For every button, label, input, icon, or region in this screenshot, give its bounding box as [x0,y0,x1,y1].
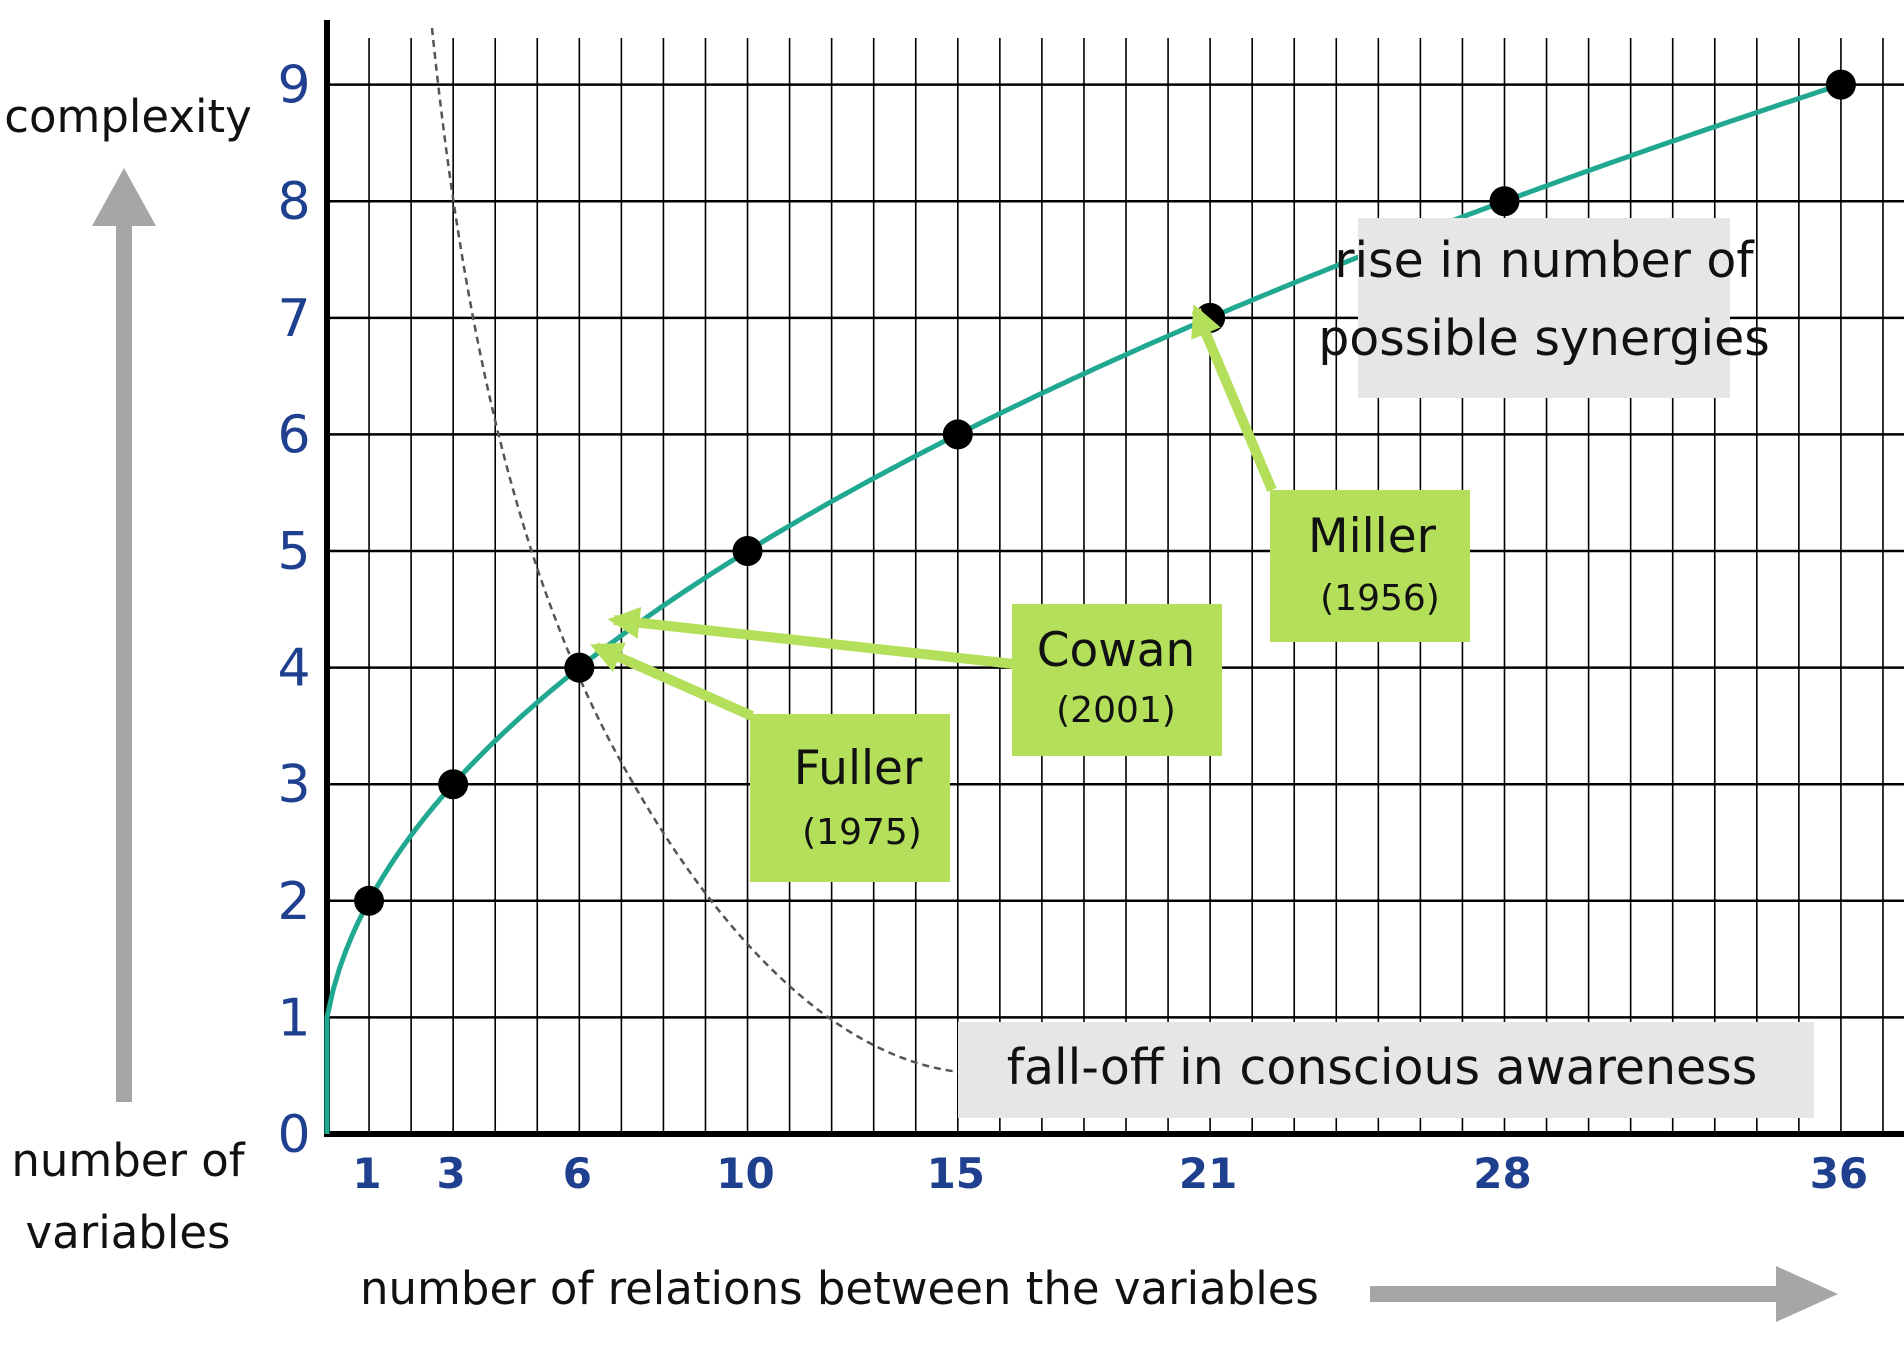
x-tick-label: 28 [1473,1149,1531,1198]
y-tick-label: 5 [277,522,310,582]
y-tick-label: 9 [277,56,310,116]
vertical-arrow-shaft [116,222,132,1102]
y-label-bottom-line1: number of [11,1134,245,1187]
data-point [1825,69,1856,100]
x-tick-label: 21 [1179,1149,1237,1198]
x-tick-label: 10 [716,1149,774,1198]
data-point [732,536,763,567]
data-point [942,419,973,450]
data-point [354,885,385,916]
y-tick-label: 2 [277,872,310,932]
fuller-name: Fuller [794,741,923,796]
horizontal-arrow-head [1776,1266,1838,1322]
x-axis-label: number of relations between the variable… [360,1262,1319,1315]
synergy-label-line1: rise in number of [1334,232,1755,289]
fuller-box [750,714,950,882]
grid [327,38,1904,1134]
y-label-bottom-line2: variables [26,1206,231,1259]
y-tick-label: 4 [277,639,310,699]
fuller-arrow [590,642,755,721]
data-point [438,769,469,800]
x-tick-label: 36 [1810,1149,1868,1198]
y-label-top: complexity [4,90,251,143]
y-tick-label: 7 [277,289,310,349]
y-tick-label: 8 [277,172,310,232]
data-point [1489,186,1520,217]
cowan-arrow [607,606,1015,669]
data-point [564,652,595,683]
miller-box [1270,490,1470,642]
y-tick-label: 3 [277,755,310,815]
x-tick-label: 6 [563,1149,592,1198]
fall-off-curve [430,27,961,1074]
vertical-arrow-head [92,168,156,226]
cowan-year: (2001) [1056,690,1176,731]
x-tick-label: 15 [927,1149,985,1198]
synergy-label-box [1358,218,1730,398]
horizontal-arrow-shaft [1370,1286,1812,1302]
x-tick-label: 1 [352,1149,381,1198]
miller-arrow [1191,304,1277,492]
fuller-year: (1975) [802,812,922,853]
y-tick-label: 1 [277,988,310,1048]
falloff-label: fall-off in conscious awareness [1007,1039,1757,1096]
cowan-box [1012,604,1222,756]
y-tick-label: 6 [277,405,310,465]
x-tick-label: 3 [437,1149,466,1198]
y-tick-labels: 0 1 2 3 4 5 6 7 8 9 [277,56,310,1165]
y-tick-label: 0 [277,1105,310,1165]
miller-year: (1956) [1320,578,1440,619]
miller-name: Miller [1308,509,1437,564]
falloff-label-box [958,1022,1814,1118]
synergy-label-line2: possible synergies [1318,310,1770,367]
cowan-name: Cowan [1037,623,1196,678]
x-tick-labels: 1 3 6 10 15 21 28 36 [352,1149,1868,1198]
synergy-curve [324,82,1842,1134]
